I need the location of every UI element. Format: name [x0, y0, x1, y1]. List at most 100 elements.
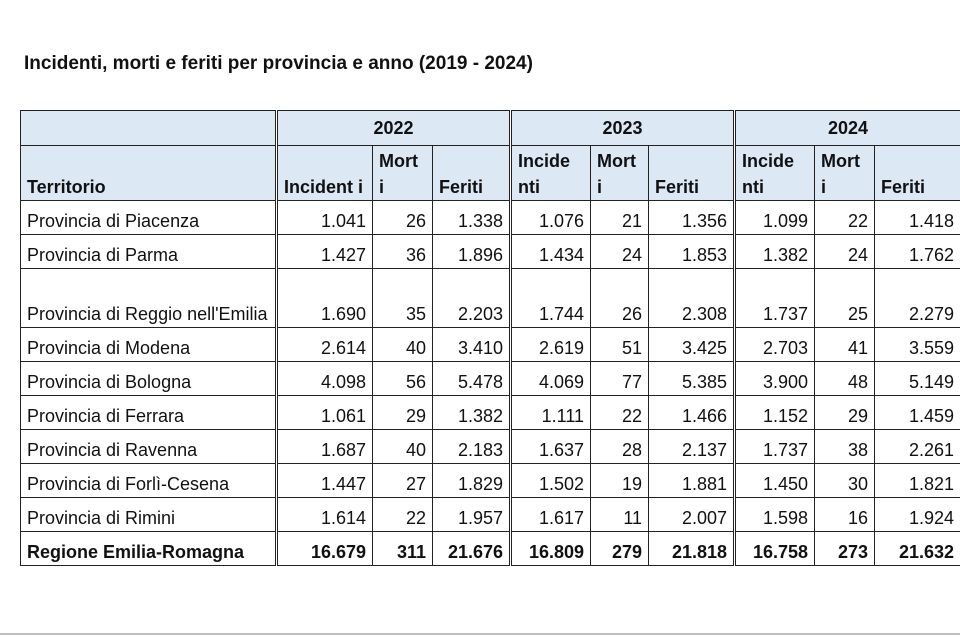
incidenti-2023: 1.434 [509, 234, 592, 269]
feriti-2024: 1.924 [874, 497, 960, 532]
feriti-2023: 1.466 [648, 395, 736, 430]
morti-2024: 38 [814, 429, 876, 464]
morti-header-2024: Mort i [814, 145, 876, 201]
feriti-header-2022: Feriti [431, 145, 512, 201]
header-blank-cell [20, 110, 277, 146]
morti-2023: 26 [590, 268, 650, 328]
incidenti-2024: 1.152 [733, 395, 816, 430]
column-header-row: Territorio Incident i Mort i Feriti Inci… [20, 145, 960, 201]
morti-2024: 48 [814, 361, 876, 396]
feriti-2024: 1.821 [874, 463, 960, 498]
table-row: Provincia di Modena 2.614 40 3.410 2.619… [20, 327, 960, 362]
total-row: Regione Emilia-Romagna 16.679 311 21.676… [20, 531, 960, 566]
morti-2023: 28 [590, 429, 650, 464]
total-feriti-2022: 21.676 [431, 531, 512, 566]
feriti-2022: 5.478 [431, 361, 512, 396]
feriti-2022: 1.829 [431, 463, 512, 498]
incidenti-2024: 3.900 [733, 361, 816, 396]
feriti-2024: 3.559 [874, 327, 960, 362]
morti-header-2023: Mort i [590, 145, 650, 201]
morti-2022: 40 [372, 429, 433, 464]
morti-2024: 25 [814, 268, 876, 328]
feriti-2024: 2.279 [874, 268, 960, 328]
morti-2024: 24 [814, 234, 876, 269]
incidenti-2022: 1.061 [275, 395, 373, 430]
total-incidenti-2023: 16.809 [509, 531, 592, 566]
territory-name: Provincia di Reggio nell'Emilia [20, 268, 277, 328]
incidenti-2024: 1.737 [733, 268, 816, 328]
morti-2023: 77 [590, 361, 650, 396]
feriti-2024: 1.459 [874, 395, 960, 430]
feriti-2023: 1.853 [648, 234, 736, 269]
morti-2023: 22 [590, 395, 650, 430]
morti-2022: 56 [372, 361, 433, 396]
morti-2023: 11 [590, 497, 650, 532]
table-title: Incidenti, morti e feriti per provincia … [24, 53, 533, 74]
territory-name: Provincia di Modena [20, 327, 277, 362]
feriti-2022: 2.203 [431, 268, 512, 328]
morti-2022: 40 [372, 327, 433, 362]
table-row: Provincia di Rimini 1.614 22 1.957 1.617… [20, 497, 960, 532]
incidenti-2023: 1.744 [509, 268, 592, 328]
morti-2023: 21 [590, 200, 650, 235]
feriti-2022: 1.896 [431, 234, 512, 269]
feriti-2024: 2.261 [874, 429, 960, 464]
year-header-2023: 2023 [509, 110, 736, 146]
table-row: Provincia di Bologna 4.098 56 5.478 4.06… [20, 361, 960, 396]
feriti-2024: 5.149 [874, 361, 960, 396]
incidenti-2024: 1.382 [733, 234, 816, 269]
morti-2023: 19 [590, 463, 650, 498]
incidenti-2022: 1.687 [275, 429, 373, 464]
morti-2022: 29 [372, 395, 433, 430]
data-table: 2022 2023 2024 Territorio Incident i Mor… [20, 110, 960, 566]
table-row: Provincia di Ravenna 1.687 40 2.183 1.63… [20, 429, 960, 464]
incidenti-2024: 1.737 [733, 429, 816, 464]
morti-2024: 16 [814, 497, 876, 532]
morti-2022: 26 [372, 200, 433, 235]
morti-2023: 51 [590, 327, 650, 362]
year-header-row: 2022 2023 2024 [20, 110, 960, 146]
incidenti-2023: 2.619 [509, 327, 592, 362]
incidenti-header-2024: Incide nti [733, 145, 816, 201]
feriti-2023: 1.881 [648, 463, 736, 498]
page-bottom-divider [0, 633, 960, 635]
morti-header-2022: Mort i [372, 145, 433, 201]
incidenti-2022: 1.614 [275, 497, 373, 532]
territory-name: Provincia di Parma [20, 234, 277, 269]
incidenti-2022: 1.690 [275, 268, 373, 328]
territory-name: Provincia di Forlì-Cesena [20, 463, 277, 498]
total-feriti-2024: 21.632 [874, 531, 960, 566]
feriti-header-2024: Feriti [874, 145, 960, 201]
table-row: Provincia di Reggio nell'Emilia 1.690 35… [20, 268, 960, 328]
morti-2022: 36 [372, 234, 433, 269]
total-incidenti-2022: 16.679 [275, 531, 373, 566]
incidenti-2024: 1.598 [733, 497, 816, 532]
incidenti-2023: 1.076 [509, 200, 592, 235]
feriti-2022: 1.957 [431, 497, 512, 532]
total-morti-2022: 311 [372, 531, 433, 566]
incidenti-2023: 4.069 [509, 361, 592, 396]
morti-2024: 30 [814, 463, 876, 498]
feriti-2022: 3.410 [431, 327, 512, 362]
territorio-header: Territorio [20, 145, 277, 201]
feriti-2023: 1.356 [648, 200, 736, 235]
morti-2022: 22 [372, 497, 433, 532]
morti-2024: 22 [814, 200, 876, 235]
total-morti-2023: 279 [590, 531, 650, 566]
feriti-2023: 2.007 [648, 497, 736, 532]
table-row: Provincia di Parma 1.427 36 1.896 1.434 … [20, 234, 960, 269]
feriti-2024: 1.418 [874, 200, 960, 235]
feriti-2023: 5.385 [648, 361, 736, 396]
feriti-2022: 1.382 [431, 395, 512, 430]
incidenti-2023: 1.111 [509, 395, 592, 430]
incidenti-2023: 1.502 [509, 463, 592, 498]
year-header-2022: 2022 [274, 110, 512, 146]
incidenti-2024: 2.703 [733, 327, 816, 362]
table-row: Provincia di Forlì-Cesena 1.447 27 1.829… [20, 463, 960, 498]
territory-name: Provincia di Piacenza [20, 200, 277, 235]
total-feriti-2023: 21.818 [648, 531, 736, 566]
morti-2022: 27 [372, 463, 433, 498]
incidenti-header-2023: Incide nti [509, 145, 592, 201]
year-header-2024: 2024 [733, 110, 960, 146]
incidenti-header-2022: Incident i [275, 145, 373, 201]
